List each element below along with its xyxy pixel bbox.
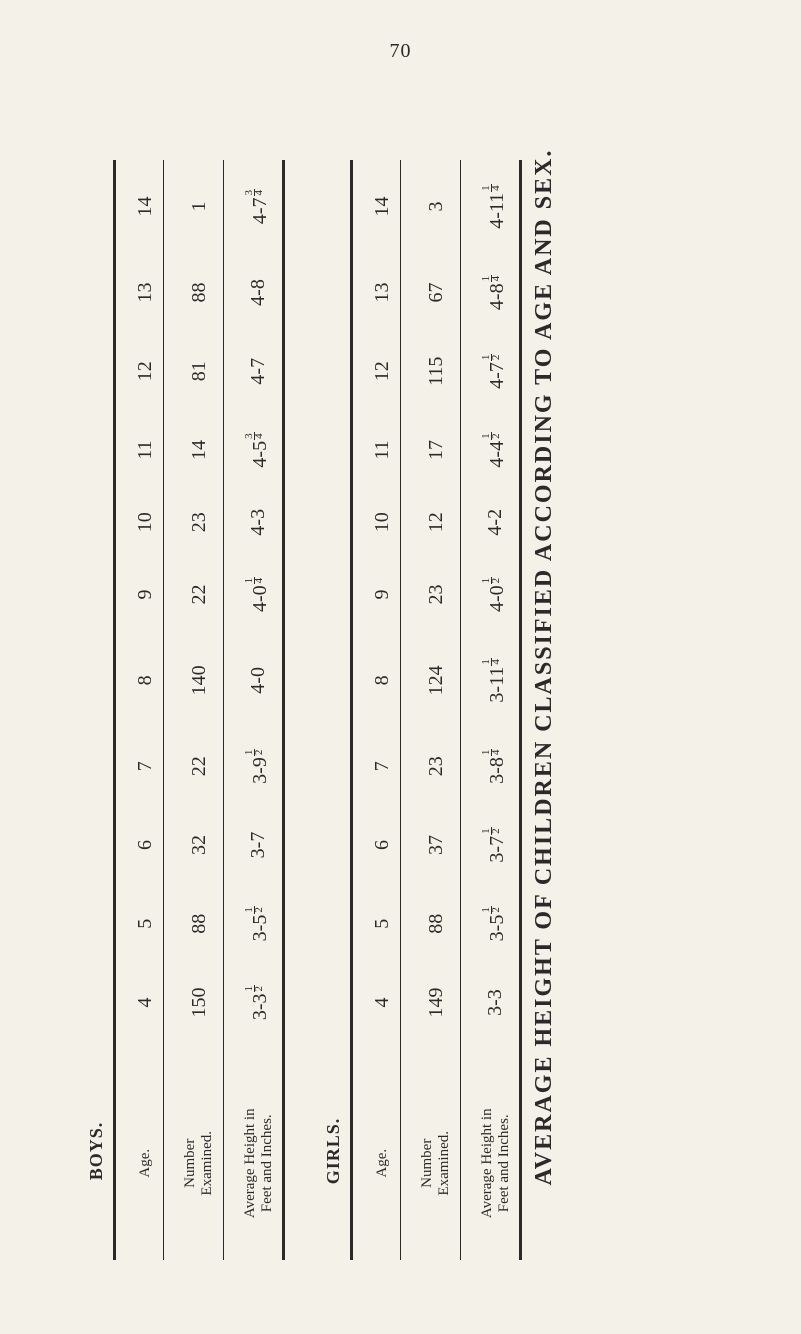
age-cell: 6 [365, 806, 401, 885]
height-cell: 4-012 [473, 555, 521, 634]
height-cell: 4-8 [236, 253, 284, 332]
height-cell: 4-1114 [473, 160, 521, 253]
number-cell: 23 [176, 489, 223, 555]
age-cell: 10 [365, 489, 401, 555]
age-cell: 5 [365, 884, 401, 963]
number-cell: 88 [176, 253, 223, 332]
age-cell: 4 [365, 963, 401, 1042]
height-cell: 4-712 [473, 332, 521, 411]
height-cell: 4-534 [236, 411, 284, 490]
age-cell: 11 [365, 411, 401, 490]
number-cell: 140 [176, 634, 223, 727]
colhead-number: NumberExamined. [413, 1067, 460, 1260]
broadside-table: BOYS.Age.4567891011121314NumberExamined.… [80, 160, 534, 1260]
height-cell: 4-2 [473, 489, 521, 555]
age-cell: 12 [128, 332, 164, 411]
age-cell: 14 [365, 160, 401, 253]
age-cell: 7 [365, 727, 401, 806]
section-label: BOYS. [80, 1042, 115, 1260]
number-cell: 3 [413, 160, 460, 253]
colhead-number: NumberExamined. [176, 1067, 223, 1260]
number-cell: 37 [413, 806, 460, 885]
age-cell: 8 [128, 634, 164, 727]
number-cell: 17 [413, 411, 460, 490]
number-cell: 1 [176, 160, 223, 253]
number-cell: 88 [413, 884, 460, 963]
number-cell: 23 [413, 555, 460, 634]
colhead-age: Age. [365, 1067, 401, 1260]
age-cell: 10 [128, 489, 164, 555]
height-cell: 3-3 [473, 963, 521, 1042]
number-cell: 12 [413, 489, 460, 555]
height-cell: 4-412 [473, 411, 521, 490]
table-title: AVERAGE HEIGHT OF CHILDREN CLASSIFIED AC… [531, 149, 558, 1186]
age-cell: 6 [128, 806, 164, 885]
age-cell: 7 [128, 727, 164, 806]
number-cell: 124 [413, 634, 460, 727]
height-cell: 4-3 [236, 489, 284, 555]
height-cell: 4-814 [473, 253, 521, 332]
number-cell: 22 [176, 555, 223, 634]
colhead-height: Average Height inFeet and Inches. [473, 1067, 521, 1260]
height-cell: 3-7 [236, 806, 284, 885]
height-cell: 3-512 [473, 884, 521, 963]
height-cell: 4-734 [236, 160, 284, 253]
age-cell: 14 [128, 160, 164, 253]
number-cell: 150 [176, 963, 223, 1042]
colhead-age: Age. [128, 1067, 164, 1260]
height-cell: 3-912 [236, 727, 284, 806]
number-cell: 23 [413, 727, 460, 806]
height-cell: 4-014 [236, 555, 284, 634]
age-cell: 5 [128, 884, 164, 963]
number-cell: 22 [176, 727, 223, 806]
number-cell: 67 [413, 253, 460, 332]
section-label: GIRLS. [317, 1042, 352, 1260]
height-cell: 4-0 [236, 634, 284, 727]
number-cell: 88 [176, 884, 223, 963]
height-cell: 3-512 [236, 884, 284, 963]
height-cell: 3-712 [473, 806, 521, 885]
age-cell: 13 [365, 253, 401, 332]
age-cell: 4 [128, 963, 164, 1042]
height-cell: 3-1114 [473, 634, 521, 727]
number-cell: 81 [176, 332, 223, 411]
page-number: 70 [390, 40, 412, 63]
age-cell: 13 [128, 253, 164, 332]
height-cell: 3-814 [473, 727, 521, 806]
number-cell: 149 [413, 963, 460, 1042]
age-cell: 11 [128, 411, 164, 490]
age-cell: 9 [365, 555, 401, 634]
number-cell: 14 [176, 411, 223, 490]
height-cell: 4-7 [236, 332, 284, 411]
age-cell: 9 [128, 555, 164, 634]
height-table: BOYS.Age.4567891011121314NumberExamined.… [80, 160, 534, 1260]
age-cell: 12 [365, 332, 401, 411]
age-cell: 8 [365, 634, 401, 727]
colhead-height: Average Height inFeet and Inches. [236, 1067, 284, 1260]
number-cell: 32 [176, 806, 223, 885]
height-cell: 3-312 [236, 963, 284, 1042]
number-cell: 115 [413, 332, 460, 411]
